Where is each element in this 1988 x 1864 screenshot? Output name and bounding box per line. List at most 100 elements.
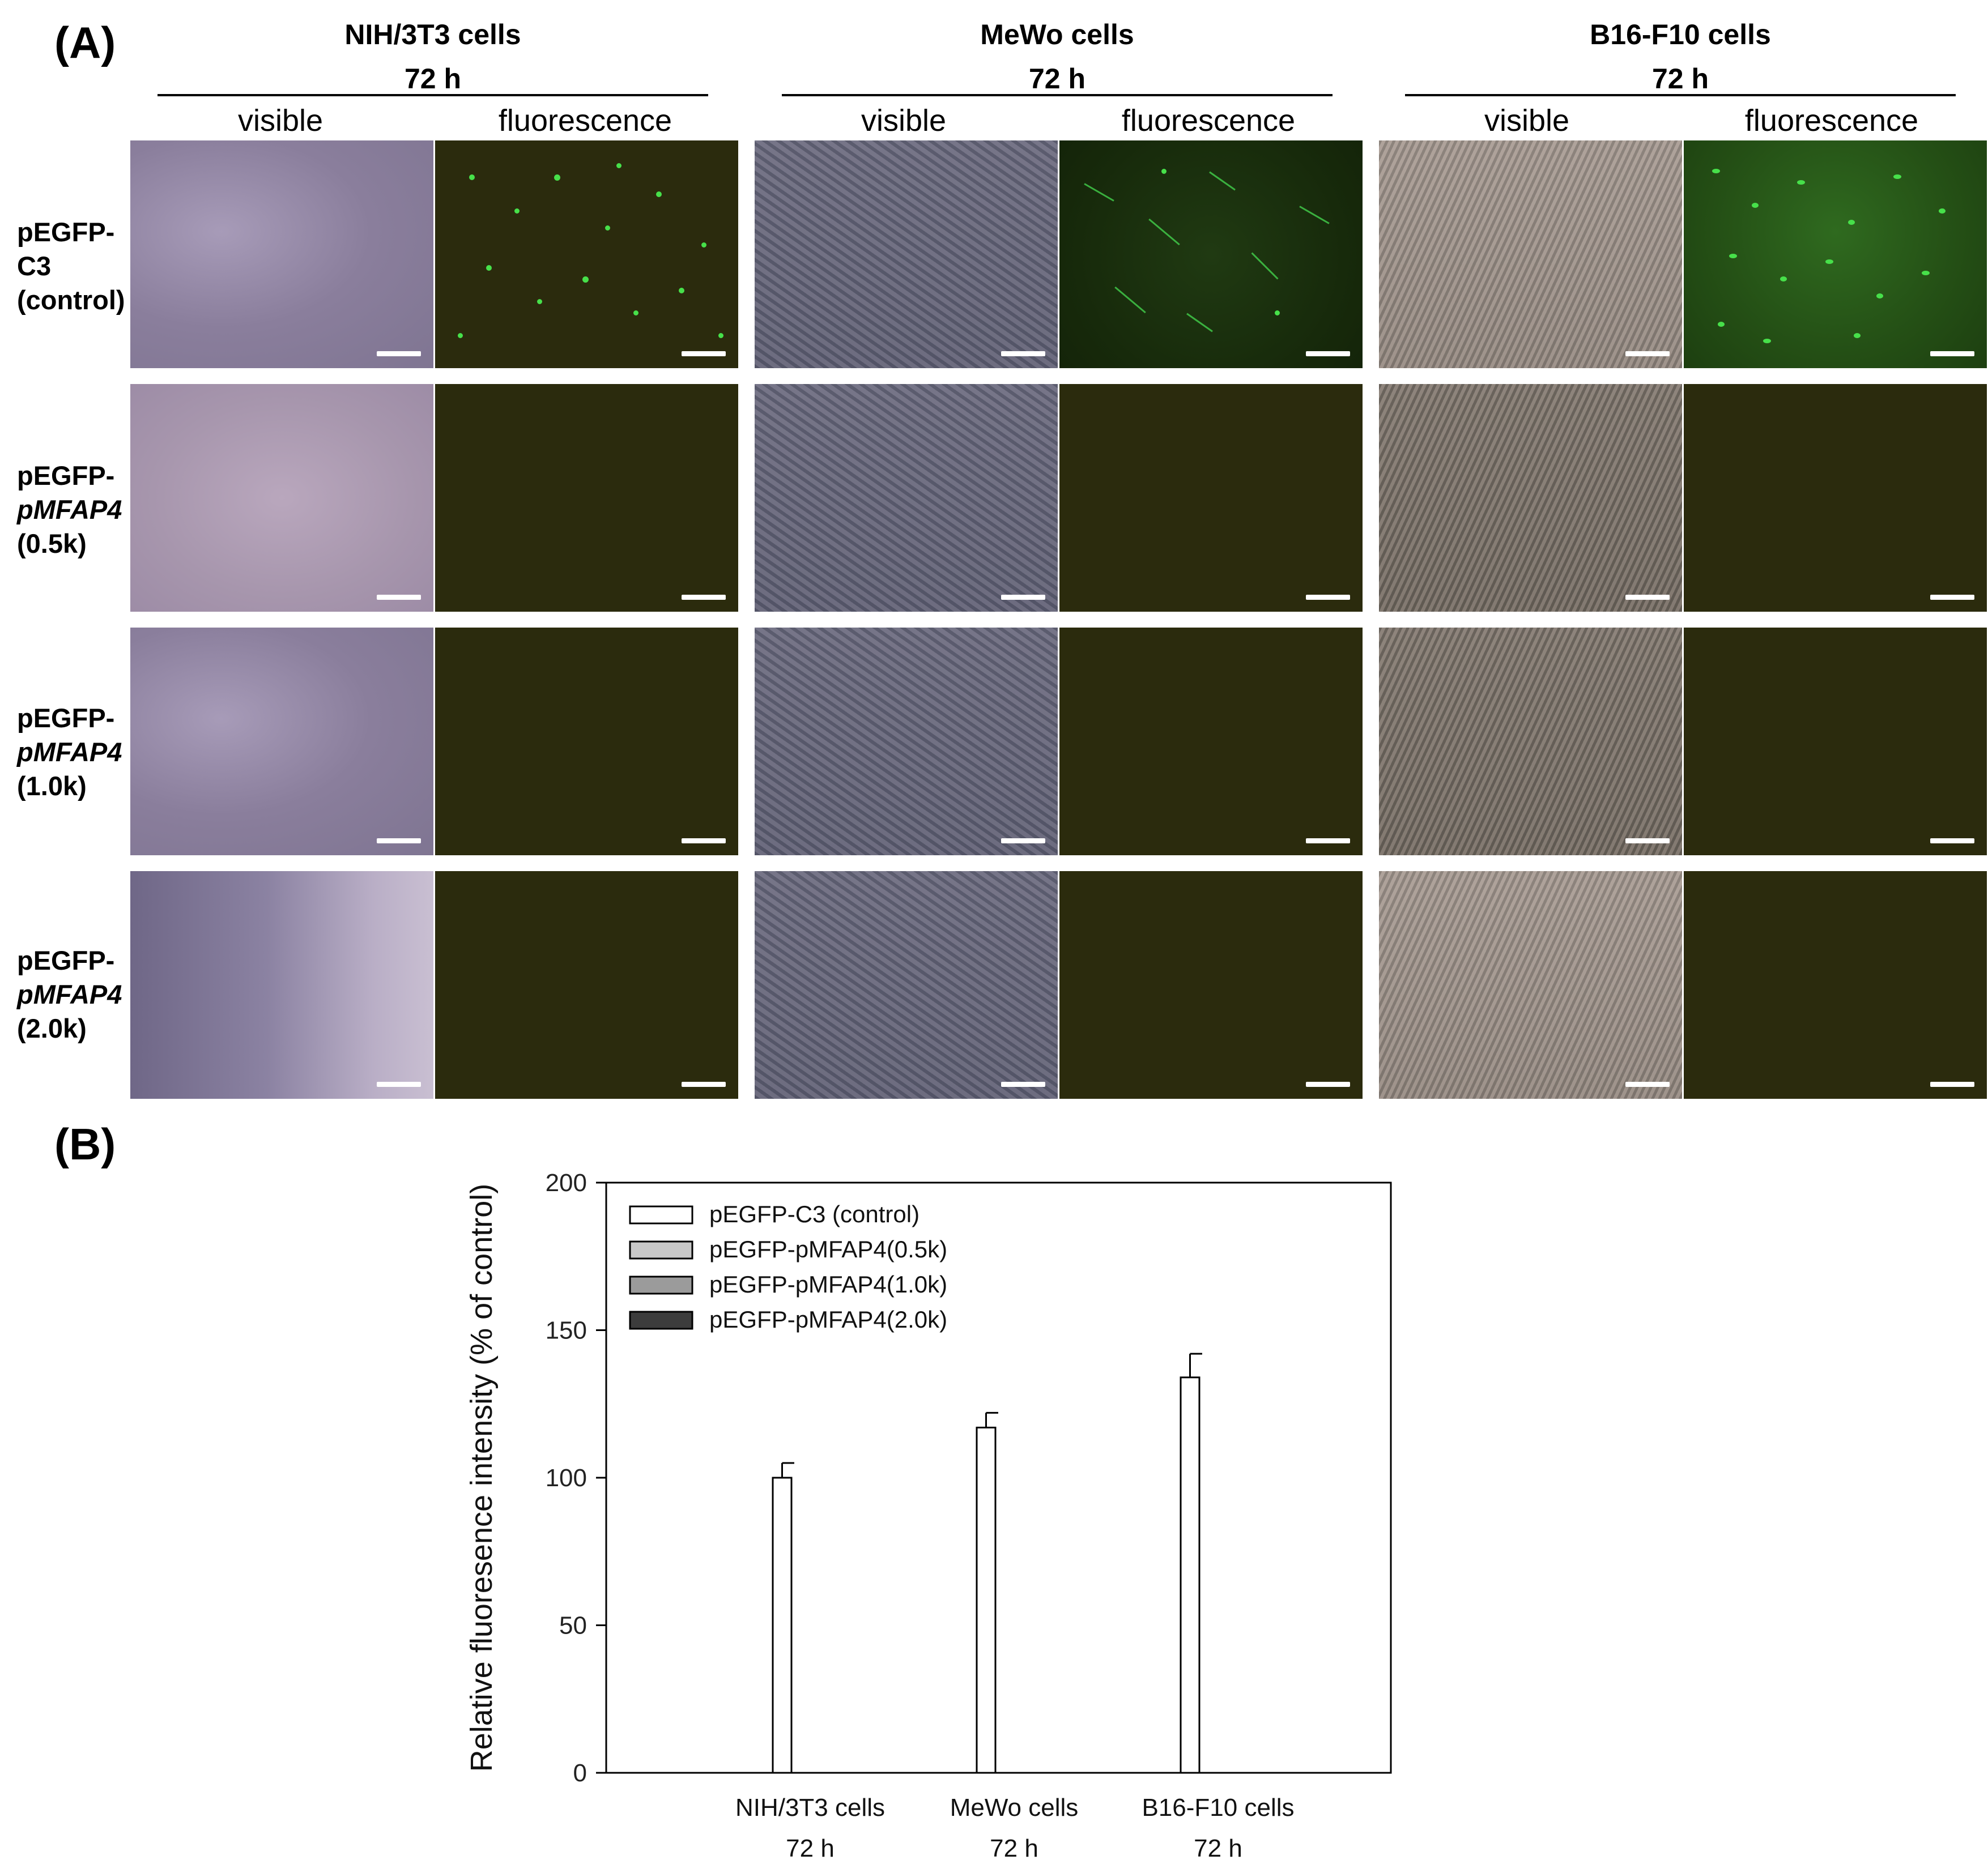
micrograph-b16f10-fluorescence-1-0k (1684, 628, 1987, 855)
row-label-line: (control) (17, 285, 125, 315)
micrograph-b16f10-visible-control (1379, 140, 1682, 368)
legend-label-2: pEGFP-pMFAP4(0.5k) (709, 1236, 947, 1262)
gfp-cell (1780, 276, 1787, 281)
legend-label-1: pEGFP-C3 (control) (709, 1201, 919, 1227)
scale-bar (1930, 1082, 1974, 1087)
y-tick-label: 200 (546, 1169, 587, 1197)
group-rule-mewo (782, 94, 1333, 96)
legend-label-4: pEGFP-pMFAP4(2.0k) (709, 1306, 947, 1333)
row-label-line: pMFAP4 (17, 494, 122, 524)
y-tick-label: 50 (559, 1612, 587, 1640)
gfp-cell (1084, 183, 1114, 202)
scale-bar (1625, 1082, 1670, 1087)
scale-bar (682, 351, 726, 356)
x-tick-sublabel: 72 h (1194, 1835, 1242, 1862)
bar-1 (772, 1477, 793, 1774)
gfp-cell (1251, 252, 1279, 280)
gfp-cell (1712, 169, 1720, 173)
micrograph-nih3t3-visible-control (130, 140, 433, 368)
x-tick-sublabel: 72 h (990, 1835, 1038, 1862)
micrograph-nih3t3-fluorescence-1-0k (435, 628, 738, 855)
row-label-2-0k: pEGFP- pMFAP4 (2.0k) (17, 944, 122, 1046)
sub-label-visible: visible (861, 104, 947, 138)
scale-bar (377, 351, 421, 356)
scale-bar (1001, 1082, 1045, 1087)
gfp-cell (1825, 259, 1833, 264)
scale-bar (682, 838, 726, 843)
legend-swatch-4 (629, 1311, 693, 1330)
scale-bar (377, 1082, 421, 1087)
scale-bar (1306, 1082, 1350, 1087)
group-time: 72 h (1028, 63, 1086, 95)
gfp-cell (1114, 286, 1146, 314)
gfp-cell (514, 208, 520, 214)
gfp-cell (582, 276, 589, 283)
row-label-line: (2.0k) (17, 1013, 87, 1043)
scale-bar (1306, 838, 1350, 843)
group-rule-b16f10 (1405, 94, 1956, 96)
sub-label-visible: visible (237, 104, 323, 138)
row-label-line: pEGFP- (17, 945, 115, 975)
sub-label-fluorescence: fluorescence (498, 104, 672, 138)
micrograph-mewo-visible-control (755, 140, 1058, 368)
micrograph-nih3t3-visible-2-0k (130, 871, 433, 1099)
bar-chart: 0 50 100 150 200 Relative fluoresence intensi… (465, 1169, 1392, 1862)
gfp-cell (554, 174, 560, 181)
gfp-cell (605, 225, 610, 231)
legend-label-3: pEGFP-pMFAP4(1.0k) (709, 1271, 947, 1298)
scale-bar (1306, 351, 1350, 356)
x-tick-sublabel: 72 h (786, 1835, 835, 1862)
scale-bar (1930, 838, 1974, 843)
gfp-cell (633, 310, 638, 315)
gfp-cell (1922, 271, 1930, 275)
legend-swatch-2 (629, 1240, 693, 1260)
micrograph-mewo-visible-2-0k (755, 871, 1058, 1099)
x-tick-label: B16-F10 cells (1142, 1794, 1294, 1822)
gfp-cell (1848, 220, 1855, 225)
micrograph-b16f10-visible-1-0k (1379, 628, 1682, 855)
row-label-line: (0.5k) (17, 528, 87, 558)
group-header-b16f10: B16-F10 cells 72 h (1405, 12, 1956, 101)
micrograph-b16f10-fluorescence-2-0k (1684, 871, 1987, 1099)
gfp-cell (1939, 208, 1946, 214)
gfp-cell (718, 333, 723, 338)
micrograph-b16f10-visible-0-5k (1379, 384, 1682, 612)
sub-label-fluorescence: fluorescence (1744, 104, 1919, 138)
gfp-cell (1148, 218, 1180, 246)
panel-a-label: (A) (54, 18, 116, 67)
scale-bar (377, 595, 421, 600)
group-title: B16-F10 cells (1590, 19, 1771, 50)
row-label-line: (1.0k) (17, 771, 87, 801)
y-tick-label: 150 (546, 1317, 587, 1345)
micrograph-mewo-visible-1-0k (755, 628, 1058, 855)
gfp-cell (1299, 206, 1330, 224)
row-label-1-0k: pEGFP- pMFAP4 (1.0k) (17, 701, 122, 803)
y-axis-label: Relative fluoresence intensity (% of con… (465, 1184, 499, 1772)
scale-bar (1001, 351, 1045, 356)
micrograph-mewo-fluorescence-1-0k (1059, 628, 1363, 855)
gfp-cell (656, 191, 662, 197)
row-label-line: C3 (17, 251, 52, 281)
gfp-cell (1763, 339, 1771, 343)
group-time: 72 h (1651, 63, 1709, 95)
micrograph-nih3t3-visible-1-0k (130, 628, 433, 855)
micrograph-mewo-fluorescence-control (1059, 140, 1363, 368)
gfp-cell (1161, 169, 1167, 174)
gfp-cell (1729, 254, 1737, 258)
row-label-line: pEGFP- (17, 217, 115, 247)
micrograph-mewo-fluorescence-0-5k (1059, 384, 1363, 612)
row-label-line: pEGFP- (17, 703, 115, 733)
scale-bar (1001, 838, 1045, 843)
gfp-cell (486, 265, 492, 271)
sub-label-visible: visible (1484, 104, 1570, 138)
bar-1 (1180, 1376, 1201, 1774)
gfp-cell (1797, 180, 1805, 185)
gfp-cell (701, 242, 706, 248)
gfp-cell (1275, 310, 1280, 315)
scale-bar (377, 838, 421, 843)
micrograph-nih3t3-fluorescence-0-5k (435, 384, 738, 612)
group-title: NIH/3T3 cells (344, 19, 521, 50)
scale-bar (1930, 595, 1974, 600)
micrograph-nih3t3-fluorescence-control (435, 140, 738, 368)
micrograph-nih3t3-fluorescence-2-0k (435, 871, 738, 1099)
